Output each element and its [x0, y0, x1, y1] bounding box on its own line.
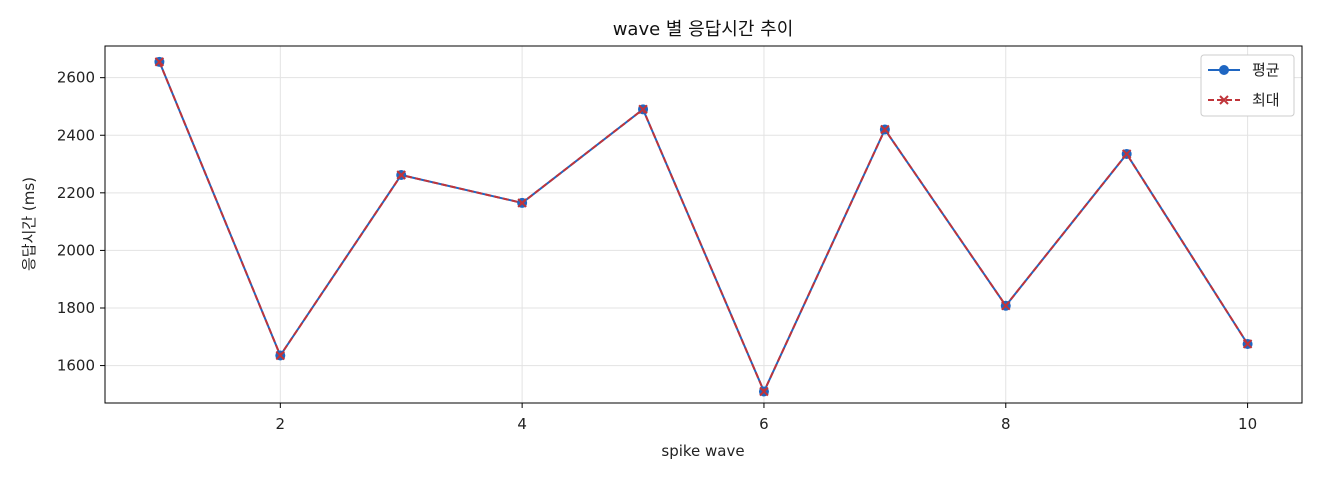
data-point	[396, 170, 406, 180]
x-tick-label: 8	[1001, 415, 1011, 433]
data-point	[759, 386, 769, 397]
legend-label: 최대	[1252, 91, 1280, 109]
plot-frame	[104, 45, 1303, 404]
y-axis-ticks: 1600 1800 2000 2200 2400 2600	[57, 69, 105, 375]
x-axis-label: spike wave	[661, 442, 744, 460]
x-tick-label: 6	[759, 415, 769, 433]
data-point	[1121, 149, 1132, 159]
y-tick-label: 1800	[57, 299, 95, 317]
chart-title: wave 별 응답시간 추이	[613, 19, 794, 40]
y-tick-label: 1600	[57, 357, 95, 375]
data-point	[638, 104, 648, 115]
legend-marker	[1219, 95, 1229, 105]
data-point	[154, 57, 165, 67]
y-tick-label: 2200	[57, 184, 95, 202]
x-tick-label: 2	[276, 415, 286, 433]
data-point	[1001, 300, 1011, 311]
y-tick-label: 2000	[57, 241, 95, 259]
legend-label: 평균	[1252, 61, 1280, 79]
legend-item: 평균	[1208, 61, 1280, 79]
x-tick-label: 4	[517, 415, 527, 433]
legend-marker	[1219, 65, 1229, 75]
data-point	[517, 198, 527, 208]
data-point	[275, 350, 286, 361]
x-tick-label: 10	[1238, 415, 1257, 433]
series-2	[154, 57, 1253, 397]
legend-item: 최대	[1208, 91, 1280, 109]
y-tick-label: 2400	[57, 126, 95, 144]
legend-box	[1200, 54, 1295, 117]
x-axis-ticks: 2 4 6 8 10	[276, 403, 1257, 433]
data-point	[880, 124, 890, 135]
grid	[105, 46, 1302, 403]
series-line	[158, 61, 1249, 393]
y-tick-label: 2600	[57, 69, 95, 87]
series-layer	[154, 56, 1253, 397]
data-point	[1242, 339, 1253, 349]
series-1	[154, 56, 1253, 397]
y-axis-label: 응답시간 (ms)	[20, 177, 38, 271]
series-line	[158, 61, 1249, 393]
